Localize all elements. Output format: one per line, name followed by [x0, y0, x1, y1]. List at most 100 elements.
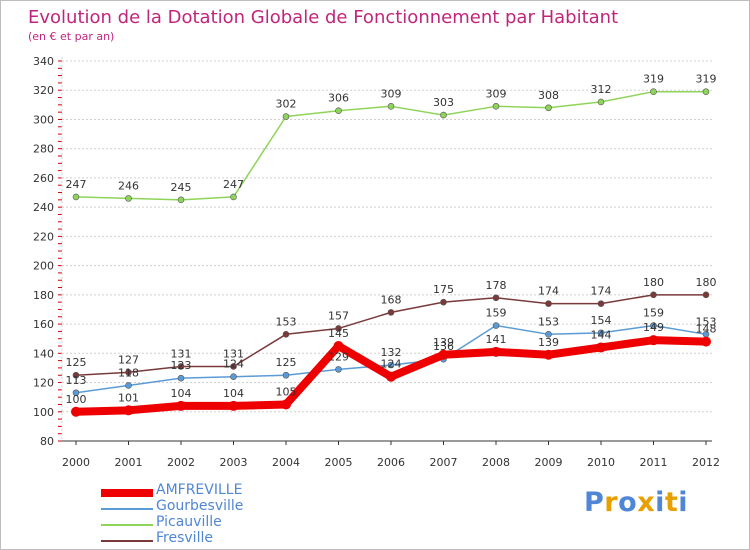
- data-point-picauville: [492, 103, 500, 110]
- logo-letter: i: [655, 487, 665, 518]
- data-point-fresville: [650, 291, 657, 299]
- data-label-gourbesville: 125: [276, 356, 297, 369]
- data-label-fresville: 157: [328, 309, 349, 322]
- data-point-fresville: [335, 325, 342, 332]
- data-label-picauville: 308: [538, 89, 559, 102]
- data-point-fresville: [125, 369, 132, 376]
- data-point-picauville: [72, 193, 80, 201]
- data-label-amfreville: 139: [433, 336, 454, 349]
- series-layer: [71, 88, 711, 417]
- data-point-picauville: [545, 104, 552, 112]
- axis-layer: 80 100 120 140 160 180 200 220 240 260 280 300 320 34…: [33, 55, 720, 469]
- data-label-gourbesville: 132: [381, 346, 402, 359]
- data-label-fresville: 175: [433, 283, 454, 296]
- data-point-amfreville: [596, 342, 606, 353]
- proxiti-logo: Proxiti: [584, 487, 688, 518]
- logo-letter: t: [664, 487, 679, 518]
- x-tick-label: 2010: [587, 456, 615, 469]
- data-label-picauville: 303: [433, 96, 454, 109]
- data-label-amfreville: 145: [328, 327, 349, 340]
- data-point-picauville: [125, 195, 132, 202]
- data-label-gourbesville: 159: [643, 307, 664, 320]
- legend-label-picauville: Picauville: [156, 514, 222, 530]
- data-point-gourbesville: [650, 322, 657, 329]
- x-tick-label: 2008: [482, 456, 510, 469]
- legend-swatch-amfreville: [101, 489, 153, 497]
- data-label-gourbesville: 129: [328, 350, 349, 363]
- x-tick-label: 2000: [62, 456, 90, 469]
- data-label-picauville: 302: [276, 98, 297, 111]
- data-label-fresville: 127: [118, 353, 139, 366]
- data-point-amfreville: [386, 371, 396, 382]
- data-label-amfreville: 148: [696, 323, 717, 336]
- data-point-amfreville: [333, 341, 344, 351]
- data-point-picauville: [282, 113, 290, 120]
- data-label-picauville: 312: [591, 83, 612, 96]
- y-tick-label: 200: [33, 260, 54, 273]
- data-point-fresville: [597, 300, 605, 307]
- data-point-amfreville: [701, 336, 711, 347]
- data-point-gourbesville: [492, 322, 500, 329]
- x-tick-label: 2002: [167, 456, 195, 469]
- x-tick-label: 2011: [640, 456, 668, 469]
- data-point-fresville: [177, 363, 185, 370]
- chart-title: Evolution de la Dotation Globale de Fonc…: [28, 7, 618, 28]
- logo-letter: o: [618, 487, 638, 518]
- data-point-amfreville: [648, 335, 659, 346]
- data-label-fresville: 168: [381, 293, 402, 306]
- data-point-gourbesville: [125, 382, 132, 389]
- y-tick-label: 220: [33, 230, 54, 243]
- data-point-fresville: [440, 298, 447, 306]
- legend-label-amfreville: AMFREVILLE: [156, 482, 243, 498]
- y-tick-label: 120: [33, 377, 54, 390]
- data-label-gourbesville: 159: [486, 307, 507, 320]
- data-label-amfreville: 105: [276, 385, 297, 398]
- data-label-fresville: 180: [643, 276, 664, 289]
- data-point-gourbesville: [597, 329, 605, 337]
- data-point-gourbesville: [230, 373, 237, 380]
- y-tick-label: 340: [33, 55, 54, 68]
- data-point-amfreville: [281, 399, 291, 410]
- legend-swatch-gourbesville: [101, 508, 153, 510]
- data-label-amfreville: 149: [643, 321, 664, 334]
- data-point-picauville: [177, 196, 185, 204]
- data-point-amfreville: [228, 400, 239, 411]
- data-label-amfreville: 101: [118, 391, 139, 404]
- data-label-gourbesville: 123: [171, 359, 192, 372]
- data-point-fresville: [387, 309, 395, 316]
- y-tick-label: 300: [33, 113, 54, 126]
- data-label-gourbesville: 153: [538, 315, 559, 328]
- data-point-picauville: [335, 107, 342, 114]
- legend-swatch-picauville: [101, 524, 153, 526]
- data-point-amfreville: [71, 406, 81, 417]
- data-label-amfreville: 104: [171, 387, 192, 400]
- data-point-picauville: [440, 111, 447, 119]
- y-tick-label: 260: [33, 172, 54, 185]
- logo-letter: x: [637, 487, 656, 518]
- x-tick-label: 2004: [272, 456, 300, 469]
- data-label-amfreville: 144: [591, 328, 612, 341]
- data-label-picauville: 309: [381, 87, 402, 100]
- data-point-picauville: [650, 88, 657, 95]
- data-point-picauville: [597, 98, 605, 106]
- x-tick-label: 2012: [692, 456, 720, 469]
- data-label-fresville: 125: [66, 356, 87, 369]
- data-point-picauville: [702, 88, 710, 95]
- data-label-amfreville: 100: [66, 393, 87, 406]
- data-point-fresville: [282, 331, 290, 338]
- x-tick-label: 2005: [325, 456, 353, 469]
- data-label-picauville: 309: [486, 87, 507, 100]
- x-tick-label: 2009: [535, 456, 563, 469]
- data-label-amfreville: 139: [538, 336, 559, 349]
- data-label-gourbesville: 136: [433, 340, 454, 353]
- data-label-picauville: 319: [696, 73, 717, 86]
- logo-letter: r: [604, 487, 619, 518]
- data-label-picauville: 319: [643, 73, 664, 86]
- data-point-gourbesville: [335, 366, 342, 373]
- data-point-amfreville: [123, 405, 134, 416]
- data-label-fresville: 174: [538, 285, 559, 298]
- x-tick-label: 2003: [220, 456, 248, 469]
